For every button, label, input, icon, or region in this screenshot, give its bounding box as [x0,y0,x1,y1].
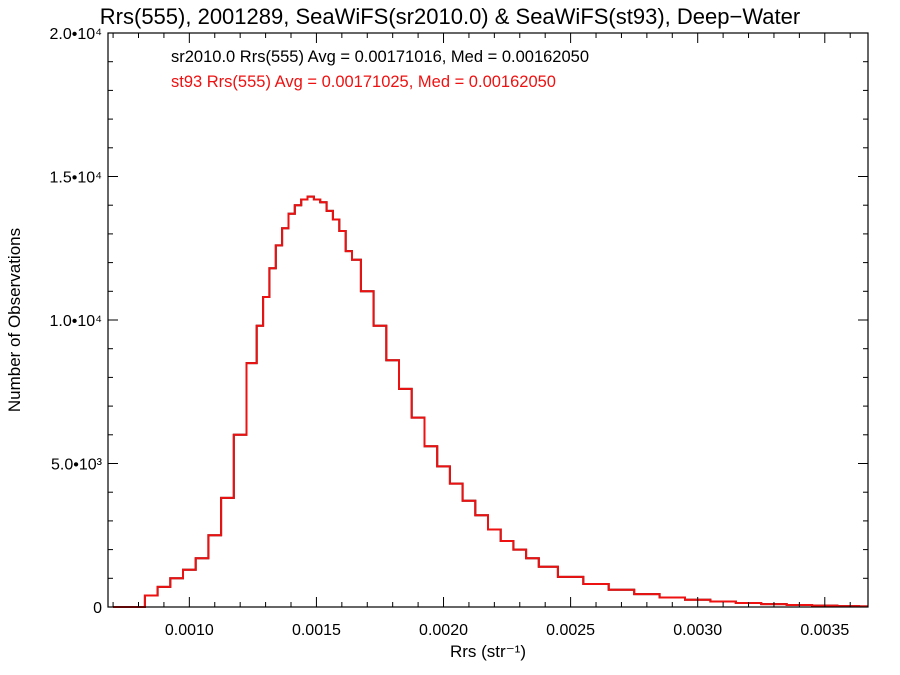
x-tick-label: 0.0020 [419,622,468,639]
y-tick-label: 2.0•10⁴ [49,26,102,43]
series-layer [113,195,868,608]
annotation-text: sr2010.0 Rrs(555) Avg = 0.00171016, Med … [171,48,589,66]
y-tick-label: 5.0•10³ [51,457,103,474]
ticks-layer [108,32,868,608]
x-tick-label: 0.0025 [546,622,595,639]
x-tick-label: 0.0015 [292,622,341,639]
labels-layer: 0.0010 0.0015 0.0020 0.0025 0.0030 0.0035 0 5.0… [49,26,849,639]
annotation-layer: sr2010.0 Rrs(555) Avg = 0.00171016, Med … [171,48,589,91]
series-line-sr2010.0 [113,195,868,608]
y-tick-label: 0 [93,600,102,617]
y-tick-label: 1.5•10⁴ [49,170,102,187]
x-axis-label: Rrs (str⁻¹) [450,642,526,661]
x-tick-label: 0.0030 [673,622,722,639]
x-tick-label: 0.0010 [165,622,214,639]
series-line-st93 [113,195,868,608]
annotation-text: st93 Rrs(555) Avg = 0.00171025, Med = 0.… [171,73,556,91]
chart-title: Rrs(555), 2001289, SeaWiFS(sr2010.0) & S… [99,4,801,29]
y-axis-label: Number of Observations [5,228,24,412]
x-tick-label: 0.0035 [800,622,849,639]
y-tick-label: 1.0•10⁴ [49,313,102,330]
